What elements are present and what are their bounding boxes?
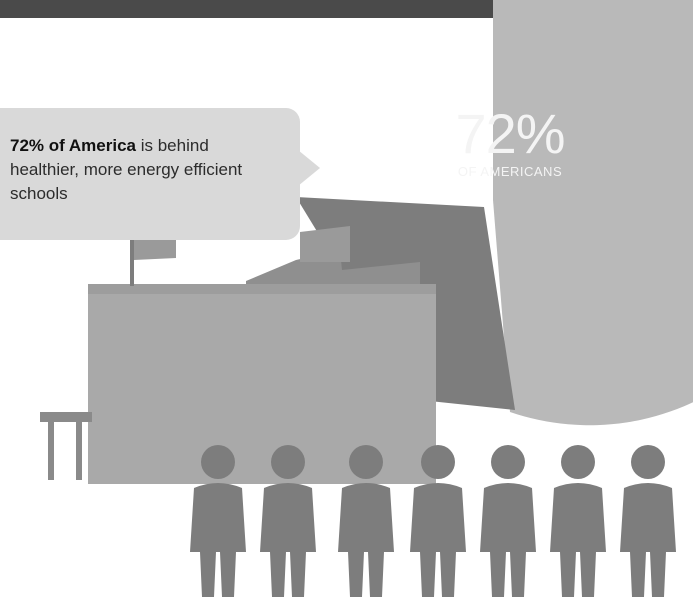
- person-icon: [410, 445, 466, 597]
- callout-bubble: [0, 108, 300, 240]
- pie-sub-label: OF AMERICANS: [457, 164, 563, 179]
- people-row: [190, 445, 676, 597]
- callout-rest-text: is behind healthier, more energy efficie…: [10, 136, 243, 203]
- person-icon: [550, 445, 606, 597]
- pie-percent-label: 72%: [455, 102, 565, 165]
- person-icon: [620, 445, 676, 597]
- callout-tail: [298, 150, 320, 186]
- pie-slice-majority: [493, 0, 693, 426]
- person-icon: [260, 445, 316, 597]
- person-icon: [480, 445, 536, 597]
- callout-text: 72% of America is behind healthier, more…: [10, 134, 278, 206]
- person-icon: [338, 445, 394, 597]
- callout-bold-text: 72% of America: [10, 136, 136, 155]
- person-icon: [190, 445, 246, 597]
